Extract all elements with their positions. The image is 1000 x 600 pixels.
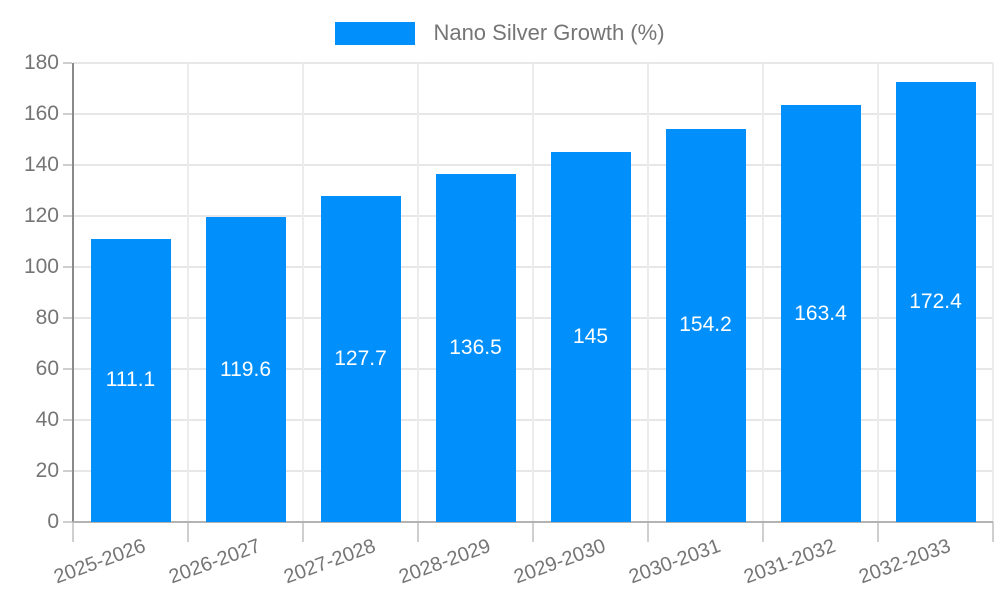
y-axis-label: 120: [23, 204, 59, 227]
y-axis-label: 100: [23, 255, 59, 278]
y-axis-label: 40: [35, 408, 59, 431]
y-axis-tick: [63, 266, 72, 268]
legend-swatch: [335, 21, 416, 45]
x-axis-tick: [417, 522, 419, 542]
y-axis-tick: [63, 62, 72, 64]
y-axis-tick: [63, 419, 72, 421]
bar[interactable]: [780, 105, 861, 522]
gridline-vertical: [417, 63, 419, 522]
gridline-vertical: [877, 63, 879, 522]
x-axis-tick: [72, 522, 74, 542]
y-axis-label: 60: [35, 357, 59, 380]
y-axis-tick: [63, 164, 72, 166]
bar-value-label: 111.1: [105, 368, 156, 392]
x-axis-line: [73, 521, 993, 523]
y-axis-label: 0: [47, 510, 59, 533]
x-axis-label: 2025-2026: [50, 534, 149, 589]
x-axis-tick: [762, 522, 764, 542]
bar[interactable]: [895, 82, 976, 522]
x-axis-label: 2026-2027: [165, 534, 264, 589]
x-axis-tick: [302, 522, 304, 542]
gridline-vertical: [302, 63, 304, 522]
y-axis-tick: [63, 368, 72, 370]
bar-value-label: 127.7: [334, 347, 387, 371]
bar[interactable]: [435, 173, 516, 522]
x-axis-tick: [647, 522, 649, 542]
x-axis-label: 2028-2029: [395, 534, 494, 589]
gridline-vertical: [647, 63, 649, 522]
x-axis-tick: [532, 522, 534, 542]
legend[interactable]: Nano Silver Growth (%): [0, 20, 1000, 46]
x-axis-label: 2032-2033: [855, 534, 954, 589]
bar-value-label: 154.2: [679, 313, 732, 337]
bar-value-label: 119.6: [220, 357, 271, 381]
x-axis-tick: [877, 522, 879, 542]
gridline-vertical: [762, 63, 764, 522]
gridline-vertical: [992, 63, 994, 522]
x-axis-label: 2029-2030: [510, 534, 609, 589]
y-axis-label: 20: [35, 459, 59, 482]
y-axis-line: [72, 63, 74, 522]
bar[interactable]: [90, 238, 171, 522]
bar-value-label: 163.4: [794, 301, 847, 325]
y-axis-label: 140: [23, 153, 59, 176]
y-axis-tick: [63, 215, 72, 217]
bar[interactable]: [665, 128, 746, 522]
y-axis-tick: [63, 113, 72, 115]
bar-value-label: 136.5: [449, 335, 502, 359]
bar[interactable]: [205, 217, 286, 522]
y-axis-tick: [63, 317, 72, 319]
x-axis-tick: [992, 522, 994, 542]
gridline-vertical: [187, 63, 189, 522]
bar-value-label: 145: [572, 325, 609, 349]
x-axis-tick: [187, 522, 189, 542]
x-axis-label: 2031-2032: [740, 534, 839, 589]
bar[interactable]: [550, 152, 631, 522]
bar[interactable]: [320, 196, 401, 522]
legend-label: Nano Silver Growth (%): [433, 20, 665, 45]
x-axis-label: 2027-2028: [280, 534, 379, 589]
y-axis-tick: [63, 470, 72, 472]
x-axis-label: 2030-2031: [625, 534, 724, 589]
gridline-vertical: [532, 63, 534, 522]
y-axis-label: 160: [23, 102, 59, 125]
y-axis-label: 180: [23, 51, 59, 74]
y-axis-tick: [63, 521, 72, 523]
bar-value-label: 172.4: [909, 290, 962, 314]
y-axis-label: 80: [35, 306, 59, 329]
